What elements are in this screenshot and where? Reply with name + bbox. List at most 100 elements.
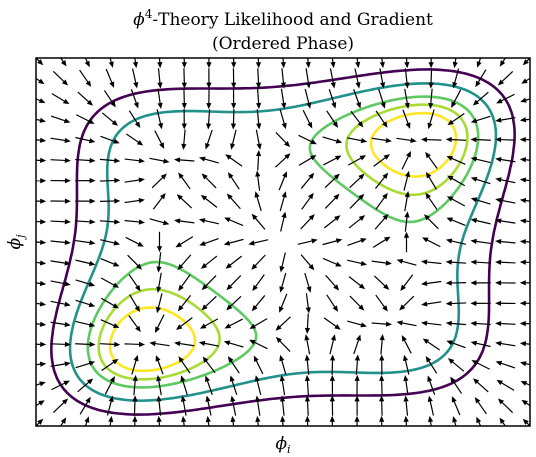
- arrow-shaft: [125, 236, 141, 246]
- gradient-arrow: [201, 275, 217, 291]
- arrow-shaft: [227, 238, 244, 245]
- arrow-head: [38, 98, 46, 103]
- arrow-head: [135, 284, 141, 292]
- gradient-arrow: [36, 117, 46, 123]
- arrow-shaft: [202, 219, 220, 225]
- arrow-head: [132, 374, 138, 382]
- arrow-shaft: [297, 239, 314, 245]
- arrow-shaft: [373, 275, 387, 288]
- gradient-arrow: [51, 93, 70, 105]
- arrow-shaft: [474, 198, 491, 205]
- gradient-arrow: [127, 254, 142, 270]
- arrow-shaft: [325, 274, 337, 288]
- gradient-arrow: [36, 341, 47, 347]
- gradient-arrow: [104, 376, 115, 395]
- arrow-shaft: [523, 362, 530, 366]
- arrow-head: [199, 240, 206, 246]
- arrow-head: [89, 178, 96, 184]
- contour-level-5: [108, 111, 458, 373]
- arrow-head: [155, 355, 161, 362]
- gradient-arrow: [404, 68, 410, 89]
- gradient-arrow: [323, 155, 342, 166]
- arrow-shaft: [128, 274, 139, 289]
- arrow-head: [132, 395, 138, 402]
- arrow-shaft: [124, 179, 142, 183]
- gradient-arrow: [400, 274, 414, 292]
- gradient-arrow: [323, 317, 341, 330]
- gradient-arrow: [519, 321, 530, 327]
- gradient-arrow: [428, 88, 434, 110]
- arrow-head: [134, 305, 140, 313]
- arrow-shaft: [403, 338, 412, 354]
- arrow-shaft: [206, 379, 213, 395]
- arrow-shaft: [182, 399, 187, 416]
- gradient-arrow: [519, 157, 530, 163]
- arrow-head: [60, 59, 67, 67]
- arrow-head: [379, 61, 385, 69]
- gradient-arrow: [181, 58, 187, 69]
- gradient-arrow: [297, 238, 318, 245]
- arrow-shaft: [36, 302, 43, 305]
- arrow-head: [137, 241, 144, 247]
- arrow-head: [64, 321, 71, 327]
- arrow-head: [445, 320, 452, 327]
- gradient-arrow: [205, 415, 211, 426]
- gradient-arrow: [181, 415, 187, 426]
- arrow-head: [181, 123, 187, 130]
- arrow-shaft: [474, 115, 491, 122]
- plot-frame: [35, 57, 531, 427]
- arrow-head: [305, 61, 311, 69]
- arrow-head: [421, 280, 428, 287]
- arrow-head: [403, 395, 409, 402]
- gradient-arrow: [401, 151, 411, 170]
- arrow-shaft: [375, 110, 386, 125]
- gradient-arrow: [305, 293, 311, 314]
- arrow-head: [112, 303, 119, 309]
- gradient-arrow: [101, 358, 119, 371]
- gradient-arrow: [100, 258, 120, 267]
- arrow-shaft: [428, 379, 436, 395]
- arrow-head: [38, 78, 45, 85]
- gradient-arrow: [396, 137, 417, 143]
- gradient-arrow: [198, 340, 220, 347]
- arrow-head: [174, 157, 181, 163]
- gradient-arrow: [519, 197, 530, 204]
- gradient-arrow: [445, 259, 467, 265]
- gradient-arrow: [301, 192, 314, 210]
- arrow-head: [382, 172, 389, 179]
- gradient-arrow: [374, 213, 389, 230]
- arrow-head: [112, 358, 119, 365]
- arrow-shaft: [400, 322, 417, 327]
- gradient-arrow: [403, 415, 409, 426]
- arrow-shaft: [400, 260, 417, 266]
- arrow-shaft: [305, 337, 311, 355]
- gradient-arrow: [396, 258, 417, 266]
- gradient-arrow: [149, 157, 170, 164]
- arrow-head: [334, 324, 341, 330]
- gradient-arrow: [428, 68, 434, 89]
- arrow-head: [427, 122, 433, 130]
- arrow-head: [470, 340, 478, 346]
- arrow-head: [519, 218, 527, 224]
- arrow-head: [305, 82, 311, 89]
- arrow-head: [424, 214, 431, 221]
- arrow-shaft: [227, 341, 244, 348]
- gradient-arrow: [470, 115, 491, 124]
- arrow-head: [231, 62, 237, 69]
- gradient-arrow: [156, 272, 162, 293]
- gradient-arrow: [156, 395, 162, 416]
- arrow-shaft: [424, 280, 442, 285]
- arrow-shaft: [501, 420, 507, 426]
- gradient-arrow: [199, 238, 219, 246]
- arrow-shaft: [130, 89, 138, 105]
- arrow-head: [175, 242, 182, 248]
- arrow-head: [355, 61, 361, 69]
- arrow-head: [308, 192, 314, 200]
- gradient-arrow: [50, 137, 71, 143]
- gradient-arrow: [50, 239, 71, 246]
- gradient-arrow: [496, 379, 515, 391]
- arrow-head: [39, 321, 47, 327]
- arrow-head: [61, 398, 69, 405]
- gradient-arrow: [227, 356, 240, 374]
- gradient-arrow: [445, 300, 467, 307]
